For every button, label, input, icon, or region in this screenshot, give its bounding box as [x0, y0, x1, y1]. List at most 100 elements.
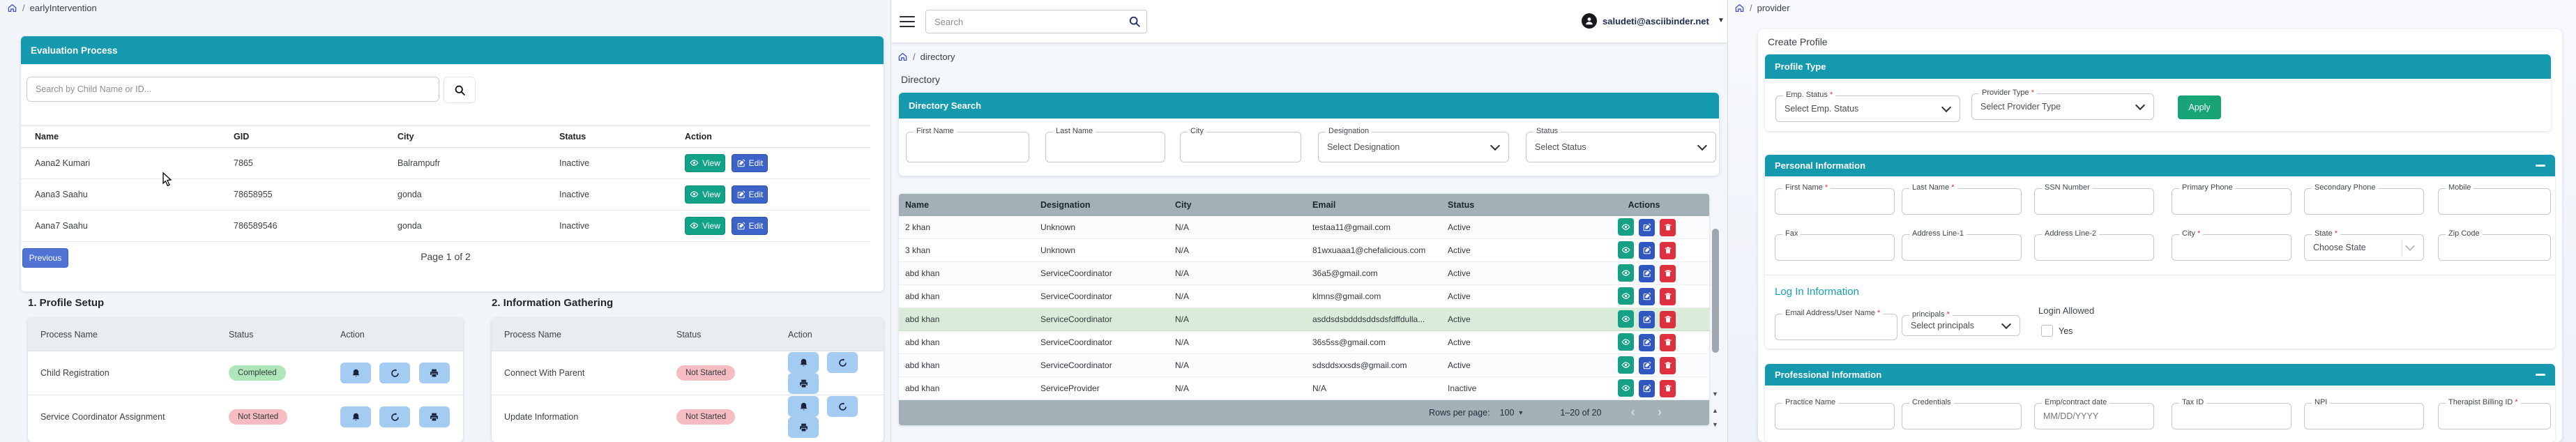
avatar[interactable]: [1582, 13, 1597, 29]
view-button[interactable]: [1618, 379, 1634, 397]
delete-button[interactable]: [1660, 241, 1676, 259]
process-link[interactable]: Connect With Parent: [504, 368, 585, 378]
view-button[interactable]: [1618, 333, 1634, 351]
scroll-up-arrow[interactable]: ▲: [1712, 407, 1718, 414]
process-link[interactable]: Update Information: [504, 412, 579, 422]
secondary-phone-field[interactable]: Secondary Phone: [2304, 183, 2424, 215]
edit-button[interactable]: [1639, 218, 1655, 236]
delete-button[interactable]: [1660, 356, 1676, 374]
collapse-icon[interactable]: [2536, 374, 2545, 376]
scrollbar-thumb[interactable]: [1712, 229, 1719, 353]
provider-type-select[interactable]: Provider Type Select Provider Type: [1971, 89, 2154, 120]
credentials-input[interactable]: [1902, 404, 2021, 429]
user-email-menu[interactable]: saludeti@asciibinder.net: [1603, 16, 1709, 26]
edit-button[interactable]: Edit: [732, 185, 768, 204]
refresh-button[interactable]: [379, 406, 411, 427]
credentials-field[interactable]: Credentials: [1902, 398, 2022, 429]
address-line-1-input[interactable]: [1902, 235, 2021, 260]
fax-field[interactable]: Fax: [1775, 229, 1895, 261]
view-button[interactable]: [1618, 264, 1634, 282]
login-allowed-checkbox[interactable]: [2041, 325, 2053, 337]
edit-button[interactable]: Edit: [732, 217, 768, 236]
email-username-input[interactable]: [1775, 314, 1897, 340]
city-input[interactable]: [1181, 132, 1301, 162]
emp-contract-date-field[interactable]: Emp/contract date: [2034, 398, 2154, 429]
first-name-field[interactable]: First Name: [906, 127, 1029, 162]
previous-button[interactable]: Previous: [22, 248, 68, 268]
tax-id-field[interactable]: Tax ID: [2172, 398, 2291, 429]
zip-code-input[interactable]: [2439, 235, 2550, 260]
refresh-button[interactable]: [827, 352, 858, 373]
view-button[interactable]: View: [685, 216, 725, 235]
ssn-input[interactable]: [2035, 189, 2153, 214]
fax-input[interactable]: [1775, 235, 1894, 260]
refresh-button[interactable]: [827, 396, 858, 417]
edit-button[interactable]: [1639, 356, 1655, 374]
delete-button[interactable]: [1660, 333, 1676, 351]
global-search-input[interactable]: [925, 10, 1147, 33]
ssn-number-field[interactable]: SSN Number: [2034, 183, 2154, 215]
email-username-field[interactable]: Email Address/User Name: [1775, 309, 1897, 340]
refresh-button[interactable]: [379, 363, 411, 383]
notify-button[interactable]: [340, 363, 371, 383]
edit-button[interactable]: [1639, 264, 1655, 282]
print-button[interactable]: [418, 406, 450, 427]
edit-button[interactable]: [1639, 287, 1655, 305]
scroll-down-arrow[interactable]: ▼: [1712, 421, 1718, 428]
last-name-input[interactable]: [1046, 132, 1165, 162]
delete-button[interactable]: [1660, 264, 1676, 282]
process-link[interactable]: Child Registration: [40, 368, 109, 378]
notify-button[interactable]: [340, 406, 371, 427]
hamburger-menu-icon[interactable]: [900, 13, 915, 31]
delete-button[interactable]: [1660, 218, 1676, 236]
child-search-button[interactable]: [444, 77, 476, 103]
last-name-field[interactable]: Last Name: [1045, 127, 1165, 162]
edit-button[interactable]: [1639, 310, 1655, 328]
view-button[interactable]: [1618, 310, 1634, 328]
home-icon[interactable]: [897, 52, 908, 62]
delete-button[interactable]: [1660, 310, 1676, 328]
first-name-input[interactable]: [907, 132, 1029, 162]
address-line-2-input[interactable]: [2035, 235, 2153, 260]
print-button[interactable]: [788, 373, 819, 394]
home-icon[interactable]: [7, 3, 17, 13]
emp-contract-date-input[interactable]: [2035, 404, 2153, 429]
edit-button[interactable]: [1639, 333, 1655, 351]
city-field[interactable]: City: [2172, 229, 2291, 261]
print-button[interactable]: [418, 363, 450, 383]
emp-status-select[interactable]: Emp. Status Select Emp. Status: [1775, 91, 1960, 122]
practice-name-input[interactable]: [1775, 404, 1894, 429]
state-select[interactable]: State Choose State: [2304, 229, 2424, 261]
view-button[interactable]: [1618, 287, 1634, 305]
next-page-chevron[interactable]: ›: [1657, 405, 1662, 420]
tax-id-input[interactable]: [2172, 404, 2291, 429]
address-line-1-field[interactable]: Address Line-1: [1902, 229, 2022, 261]
mobile-input[interactable]: [2439, 189, 2550, 214]
print-button[interactable]: [788, 417, 819, 438]
view-button[interactable]: [1618, 356, 1634, 374]
primary-phone-input[interactable]: [2172, 189, 2291, 214]
notify-button[interactable]: [788, 396, 819, 417]
city-field[interactable]: City: [1180, 127, 1301, 162]
process-link[interactable]: Service Coordinator Assignment: [40, 412, 165, 422]
notify-button[interactable]: [788, 352, 819, 373]
therapist-billing-id-input[interactable]: [2439, 404, 2550, 429]
delete-button[interactable]: [1660, 287, 1676, 305]
view-button[interactable]: View: [685, 185, 725, 204]
address-line-2-field[interactable]: Address Line-2: [2034, 229, 2154, 261]
first-name-field[interactable]: First Name: [1775, 183, 1895, 215]
search-icon[interactable]: [1128, 15, 1141, 28]
city-input[interactable]: [2172, 235, 2291, 260]
mobile-field[interactable]: Mobile: [2438, 183, 2551, 215]
collapse-icon[interactable]: [2536, 165, 2545, 167]
child-search-input[interactable]: [26, 77, 439, 102]
view-button[interactable]: [1618, 218, 1634, 236]
edit-button[interactable]: [1639, 241, 1655, 259]
delete-button[interactable]: [1660, 379, 1676, 397]
edit-button[interactable]: [1639, 379, 1655, 397]
apply-button[interactable]: Apply: [2178, 96, 2221, 119]
designation-select[interactable]: Designation Select Designation: [1318, 127, 1509, 162]
vertical-scrollbar[interactable]: ▼ ▲ ▼: [1711, 216, 1720, 429]
primary-phone-field[interactable]: Primary Phone: [2172, 183, 2291, 215]
home-icon[interactable]: [1734, 3, 1745, 13]
